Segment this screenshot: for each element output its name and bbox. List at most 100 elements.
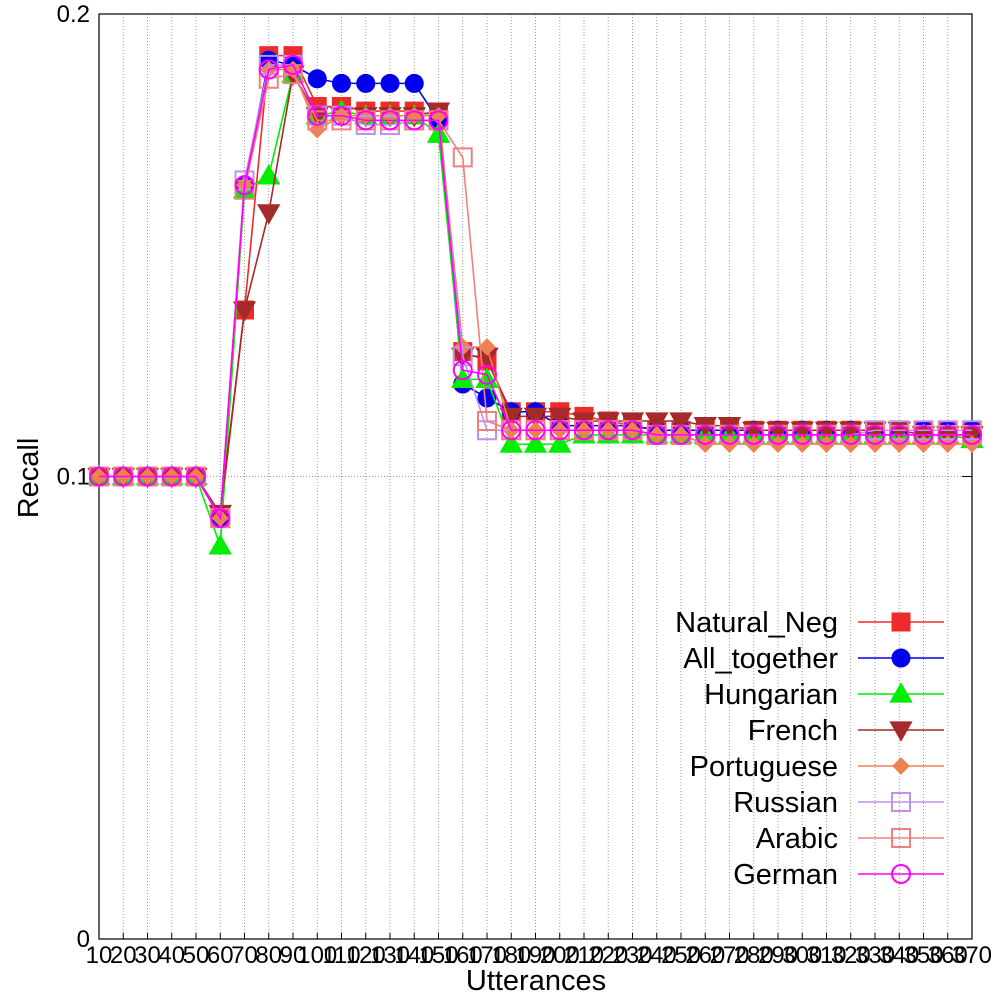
legend-label: Natural_Neg xyxy=(675,607,838,639)
data-point xyxy=(913,424,934,445)
data-point xyxy=(137,466,158,487)
legend-marker xyxy=(891,612,911,632)
data-point xyxy=(962,424,982,445)
vertical-grid xyxy=(99,14,972,939)
data-point xyxy=(404,110,425,131)
series-line xyxy=(99,71,973,547)
series-russian xyxy=(89,54,982,529)
series-group xyxy=(87,46,984,555)
legend-marker xyxy=(891,864,911,884)
data-point xyxy=(743,424,764,445)
data-point xyxy=(719,424,740,445)
data-point xyxy=(307,105,328,126)
data-point xyxy=(208,534,232,555)
data-point xyxy=(355,110,376,131)
x-tick-label: 90 xyxy=(280,942,307,969)
legend-item: Arabic xyxy=(756,823,944,855)
x-tick-label: 100 xyxy=(297,942,337,969)
data-point xyxy=(523,407,548,429)
x-tick-label: 200 xyxy=(540,942,580,969)
x-tick-label: 120 xyxy=(346,942,386,969)
data-point xyxy=(113,466,134,487)
data-point xyxy=(186,466,206,487)
x-tick-label: 290 xyxy=(758,942,798,969)
data-point xyxy=(792,424,813,445)
series-german xyxy=(89,54,982,529)
data-point xyxy=(380,73,400,93)
legend-label: German xyxy=(733,859,838,891)
data-point xyxy=(840,424,861,445)
legend: Natural_Neg All_together Hungarian French P… xyxy=(675,607,944,891)
x-tick-label: 160 xyxy=(443,942,483,969)
legend-item: German xyxy=(733,859,944,891)
x-tick-label: 220 xyxy=(588,942,628,969)
legend-item: Hungarian xyxy=(704,679,944,711)
legend-label: All_together xyxy=(683,643,838,675)
x-tick-label: 270 xyxy=(709,942,749,969)
x-tick-label: 340 xyxy=(879,942,919,969)
data-point xyxy=(477,411,497,431)
x-tick-label: 150 xyxy=(418,942,458,969)
legend-label: Portuguese xyxy=(690,751,838,783)
x-tick-label: 60 xyxy=(207,942,234,969)
data-point xyxy=(452,360,473,381)
data-point xyxy=(768,424,788,445)
x-tick-label: 10 xyxy=(86,942,113,969)
data-point xyxy=(501,420,522,441)
x-tick-label: 130 xyxy=(370,942,410,969)
data-point xyxy=(307,110,328,131)
x-tick-label: 260 xyxy=(685,942,725,969)
legend-label: Russian xyxy=(733,787,838,819)
x-tick-label: 20 xyxy=(110,942,137,969)
x-tick-label: 170 xyxy=(467,942,507,969)
y-axis-title: Recall xyxy=(13,438,45,519)
data-point xyxy=(258,59,279,80)
legend-item: French xyxy=(748,715,944,747)
data-point xyxy=(816,424,837,445)
legend-marker xyxy=(891,648,911,668)
data-point xyxy=(283,54,303,75)
data-point xyxy=(210,508,231,529)
data-point xyxy=(548,407,572,429)
data-point xyxy=(232,301,257,322)
data-point xyxy=(161,466,182,487)
data-point xyxy=(525,420,546,441)
x-tick-label: 370 xyxy=(952,942,992,969)
data-point xyxy=(889,424,910,445)
legend-label: French xyxy=(748,715,838,747)
x-tick-label: 140 xyxy=(394,942,434,969)
x-tick-label: 230 xyxy=(612,942,652,969)
data-point xyxy=(574,420,594,441)
data-point xyxy=(695,424,716,445)
data-point xyxy=(523,432,548,453)
x-tick-label: 310 xyxy=(806,942,846,969)
data-point xyxy=(426,122,451,143)
y-tick-label: 0.1 xyxy=(57,464,90,491)
x-tick-label: 190 xyxy=(515,942,555,969)
data-point xyxy=(548,432,572,453)
data-point xyxy=(332,73,351,93)
x-tick-label: 30 xyxy=(134,942,161,969)
x-axis-title: Utterances xyxy=(466,965,606,997)
data-point xyxy=(89,466,109,487)
x-tick-label: 240 xyxy=(637,942,677,969)
x-axis: 1020304050607080901001101201301401501601… xyxy=(86,933,992,969)
y-tick-label: 0.2 xyxy=(57,1,90,28)
data-point xyxy=(477,364,497,385)
data-point xyxy=(380,110,400,131)
data-point xyxy=(865,424,885,445)
data-point xyxy=(499,432,523,453)
legend-label: Arabic xyxy=(756,823,838,855)
data-point xyxy=(331,110,352,131)
legend-item: Portuguese xyxy=(690,751,944,783)
x-tick-label: 40 xyxy=(158,942,185,969)
data-point xyxy=(404,73,424,93)
data-point xyxy=(428,110,449,131)
y-tick-label: 0 xyxy=(77,926,90,953)
legend-item: Natural_Neg xyxy=(675,607,944,639)
data-point xyxy=(645,412,669,433)
data-point xyxy=(234,175,255,196)
x-tick-label: 180 xyxy=(491,942,531,969)
data-point xyxy=(622,420,643,441)
data-point xyxy=(257,204,281,225)
